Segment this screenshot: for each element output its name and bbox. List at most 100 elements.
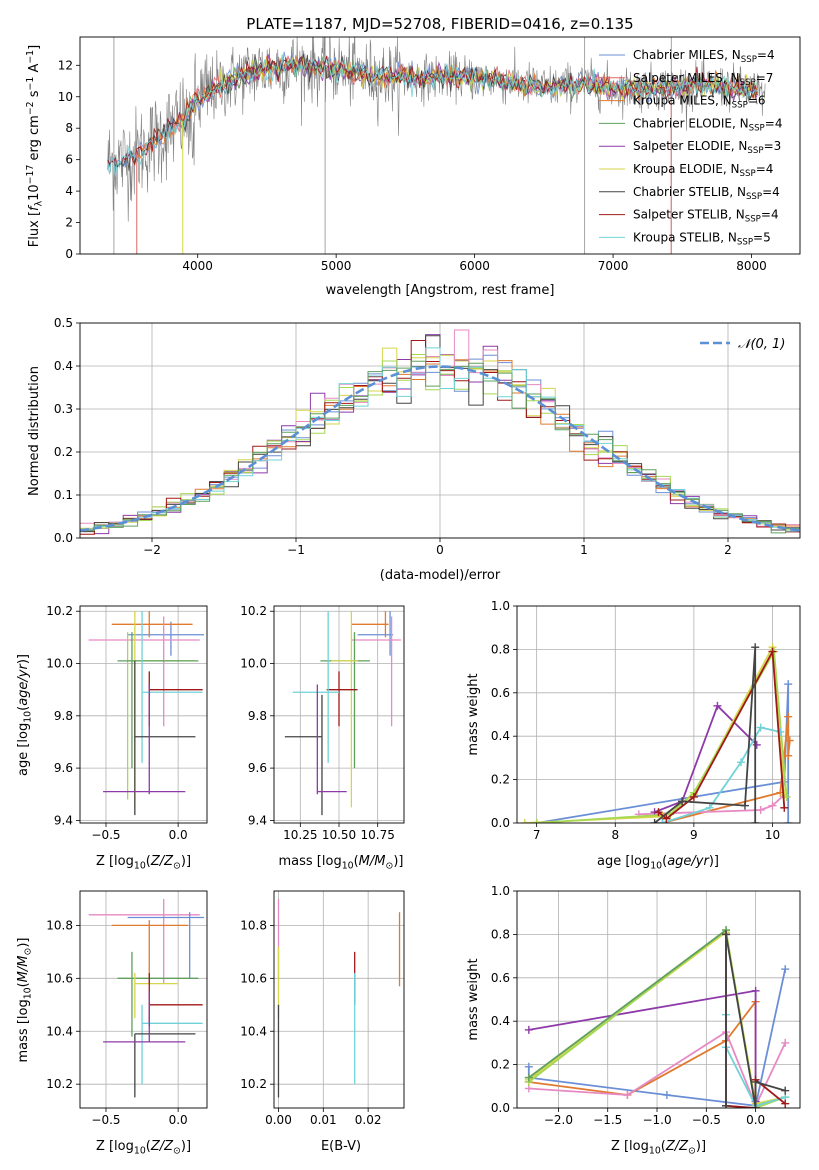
axes-weight_vs_age: 7 8 9 10 0.0 0.2 0.4 0.6 0.8 1.0 mass weight age [l… bbox=[466, 599, 801, 871]
y-tick-label: 9.6 bbox=[248, 761, 267, 775]
y-tick-label: 0.8 bbox=[491, 927, 510, 941]
y-tick-label: 10.6 bbox=[240, 971, 267, 985]
label-part: ] bbox=[27, 45, 42, 50]
x-tick-label: −1.0 bbox=[642, 1113, 671, 1127]
label-part: Chabrier ELODIE, N bbox=[633, 116, 749, 130]
axes-frame bbox=[273, 890, 405, 1109]
plot-area bbox=[517, 891, 800, 1108]
x-tick-label: 4000 bbox=[182, 259, 213, 273]
label-part: SSP bbox=[740, 169, 756, 179]
label-part: age [log bbox=[16, 723, 31, 776]
label-part: Z [log bbox=[611, 1139, 649, 1154]
x-tick-label: 10.75 bbox=[361, 828, 395, 842]
y-tick-label: 0.8 bbox=[491, 642, 510, 656]
x-tick-label: −0.5 bbox=[91, 1113, 120, 1127]
y-tick-label: 10.0 bbox=[240, 657, 267, 671]
label-part: SSP bbox=[732, 101, 748, 111]
y-tick-label: 2 bbox=[65, 216, 73, 230]
legend-entry: Salpeter STELIB, NSSP=4 bbox=[633, 208, 779, 225]
label-part: 10 bbox=[22, 987, 33, 999]
tick-layer: −2.0 −1.5 −1.0 −0.5 0.0 0.0 0.2 0.4 0.6 0.8 1.0 bbox=[491, 884, 765, 1127]
x-tick-label: 0.0 bbox=[169, 1113, 188, 1127]
label-part: =4 bbox=[765, 116, 783, 130]
histogram-step bbox=[80, 347, 800, 532]
tick-layer: −0.5 0.0 9.4 9.6 9.8 10.0 10.2 bbox=[46, 604, 187, 842]
label-part: =5 bbox=[753, 230, 771, 244]
axes-frame bbox=[79, 605, 208, 824]
tick-layer: −2 −1 0 1 2 0.0 0.1 0.2 0.3 0.4 0.5 bbox=[54, 316, 732, 557]
label-part: Kroupa ELODIE, N bbox=[633, 162, 740, 176]
y-tick-label: 0.0 bbox=[54, 531, 73, 545]
label-part: ( bbox=[354, 854, 359, 869]
label-part: ⊙ bbox=[385, 860, 393, 871]
y-tick-label: 9.8 bbox=[54, 709, 73, 723]
axes-frame bbox=[79, 890, 208, 1109]
x-tick-label: 6000 bbox=[459, 259, 490, 273]
legend-entry: Salpeter MILES, NSSP=7 bbox=[633, 71, 773, 88]
x-axis-label: E(B-V) bbox=[321, 1139, 361, 1154]
label-part: Z [log bbox=[96, 1139, 134, 1154]
y-tick-label: 0.4 bbox=[54, 359, 73, 373]
y-tick-label: 0.2 bbox=[491, 1058, 510, 1072]
x-tick-label: −2.0 bbox=[544, 1113, 573, 1127]
label-part: ( bbox=[146, 1139, 151, 1154]
y-tick-label: 12 bbox=[58, 58, 73, 72]
y-tick-label: 1.0 bbox=[491, 599, 510, 613]
axes-age_vs_Z: −0.5 0.09.49.69.810.010.2Z [log10(Z/Z⊙)]a… bbox=[16, 604, 208, 871]
label-part: SSP bbox=[746, 192, 762, 202]
tick-layer: 0.00 0.01 0.02 10.2 10.4 10.6 10.8 bbox=[240, 918, 381, 1127]
label-part: 10 bbox=[22, 711, 33, 723]
x-tick-label: 7000 bbox=[598, 259, 629, 273]
axes-frame bbox=[516, 890, 801, 1109]
y-tick-label: 10.2 bbox=[46, 1077, 73, 1091]
gaussian-curve bbox=[80, 365, 800, 532]
label-part: age [log bbox=[597, 854, 650, 869]
legend-entry: Salpeter ELODIE, NSSP=3 bbox=[633, 139, 781, 156]
y-tick-label: 8 bbox=[65, 121, 73, 135]
label-part: age/yr bbox=[667, 854, 710, 869]
label-part: Chabrier MILES, N bbox=[633, 48, 741, 62]
tick-layer: 10.25 10.50 10.75 9.4 9.6 9.8 10.0 10.2 bbox=[240, 604, 395, 842]
label-part: erg cm bbox=[27, 115, 42, 164]
label-part: 10 bbox=[342, 860, 354, 871]
label-part: 10 bbox=[649, 1145, 661, 1156]
y-tick-label: 10.2 bbox=[240, 604, 267, 618]
y-tick-label: 0.0 bbox=[491, 816, 510, 830]
axes-spectrum: 4000 5000 6000 7000 8000 0 2 4 6 8 10 12 Chabrier MI… bbox=[25, 36, 801, 298]
label-part: ⊙ bbox=[22, 948, 33, 956]
y-tick-label: 10.2 bbox=[240, 1077, 267, 1091]
tick-layer: 7 8 9 10 0.0 0.2 0.4 0.6 0.8 1.0 bbox=[491, 599, 780, 842]
label-part: A bbox=[27, 64, 42, 77]
weight-line bbox=[536, 684, 790, 823]
label-part: ( bbox=[662, 854, 667, 869]
y-tick-label: 0.4 bbox=[491, 1014, 510, 1028]
x-axis-label: Z [log10(Z/Z⊙)] bbox=[96, 854, 191, 871]
label-part: Salpeter ELODIE, N bbox=[633, 139, 747, 153]
x-tick-label: 0.02 bbox=[355, 1113, 382, 1127]
axes-frame bbox=[79, 36, 801, 255]
label-part: )] bbox=[16, 938, 31, 948]
y-tick-label: 0.2 bbox=[54, 445, 73, 459]
legend: 𝒩(0, 1) bbox=[700, 337, 785, 352]
y-tick-label: 9.6 bbox=[54, 761, 73, 775]
y-axis-label: mass [log10(M/M⊙)] bbox=[16, 938, 33, 1063]
y-tick-label: 0.2 bbox=[491, 773, 510, 787]
x-tick-label: 0.0 bbox=[169, 828, 188, 842]
label-part: age/yr bbox=[16, 662, 31, 705]
x-tick-label: −1 bbox=[287, 543, 305, 557]
x-tick-label: −1.5 bbox=[593, 1113, 622, 1127]
legend-entry: 𝒩(0, 1) bbox=[738, 337, 785, 352]
model-spectrum bbox=[107, 54, 758, 178]
legend-entry: Chabrier STELIB, NSSP=4 bbox=[633, 185, 780, 202]
y-tick-label: 0.6 bbox=[491, 971, 510, 985]
plot-area bbox=[80, 606, 207, 823]
y-tick-label: 10.2 bbox=[46, 604, 73, 618]
label-part: −1 bbox=[25, 77, 36, 91]
x-axis-label: wavelength [Angstrom, rest frame] bbox=[326, 283, 555, 298]
axes-mass_vs_Z: −0.5 0.010.210.410.610.8Z [log10(Z/Z⊙)]ma… bbox=[16, 890, 208, 1156]
label-part: =4 bbox=[757, 48, 775, 62]
label-part: Salpeter STELIB, N bbox=[633, 208, 745, 222]
x-tick-label: −2 bbox=[143, 543, 161, 557]
label-part: 10 bbox=[134, 860, 146, 871]
